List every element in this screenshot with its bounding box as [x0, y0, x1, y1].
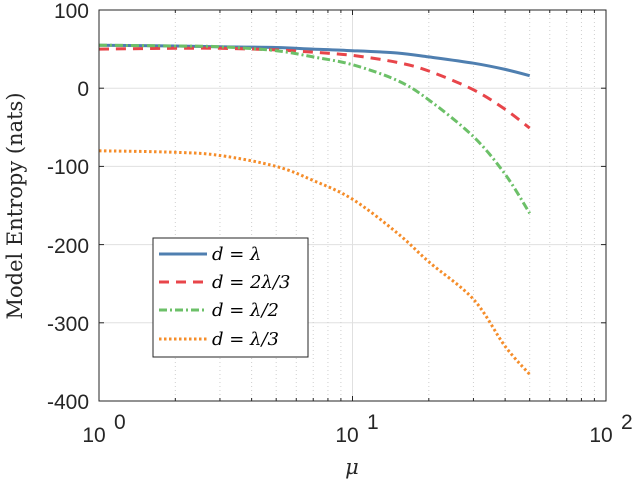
legend-label: d = λ/3	[212, 329, 279, 350]
ytick-label: -400	[47, 391, 89, 414]
legend-label: d = 2λ/3	[212, 272, 290, 293]
svg-text:10: 10	[335, 424, 358, 447]
legend-label: d = λ/2	[212, 300, 279, 321]
data-curves	[98, 43, 531, 376]
curve-dashdot	[98, 43, 531, 215]
ytick-label: -300	[47, 313, 89, 336]
y-axis-label: Model Entropy (nats)	[3, 92, 27, 319]
ytick-label: 0	[77, 78, 89, 101]
x-axis-label: μ	[345, 455, 359, 479]
ytick-label: 100	[54, 0, 89, 23]
ytick-label: -100	[47, 156, 89, 179]
axis-ticks	[98, 9, 607, 402]
xtick-label-1: 10 1	[335, 411, 378, 447]
svg-text:0: 0	[114, 411, 126, 434]
svg-text:1: 1	[367, 411, 379, 434]
xtick-label-0: 10 0	[82, 411, 125, 447]
curve-solid	[98, 43, 531, 78]
curve-dotted	[98, 149, 531, 376]
svg-text:10: 10	[82, 424, 105, 447]
svg-text:10: 10	[589, 424, 612, 447]
curve-dashed	[98, 46, 531, 130]
ytick-label: -200	[47, 235, 89, 258]
xtick-label-2: 10 2	[589, 411, 632, 447]
legend-label: d = λ	[212, 244, 261, 265]
svg-text:2: 2	[621, 411, 633, 434]
legend: d = λ d = 2λ/3 d = λ/2 d = λ/3	[152, 237, 309, 358]
legend-box	[152, 237, 309, 358]
